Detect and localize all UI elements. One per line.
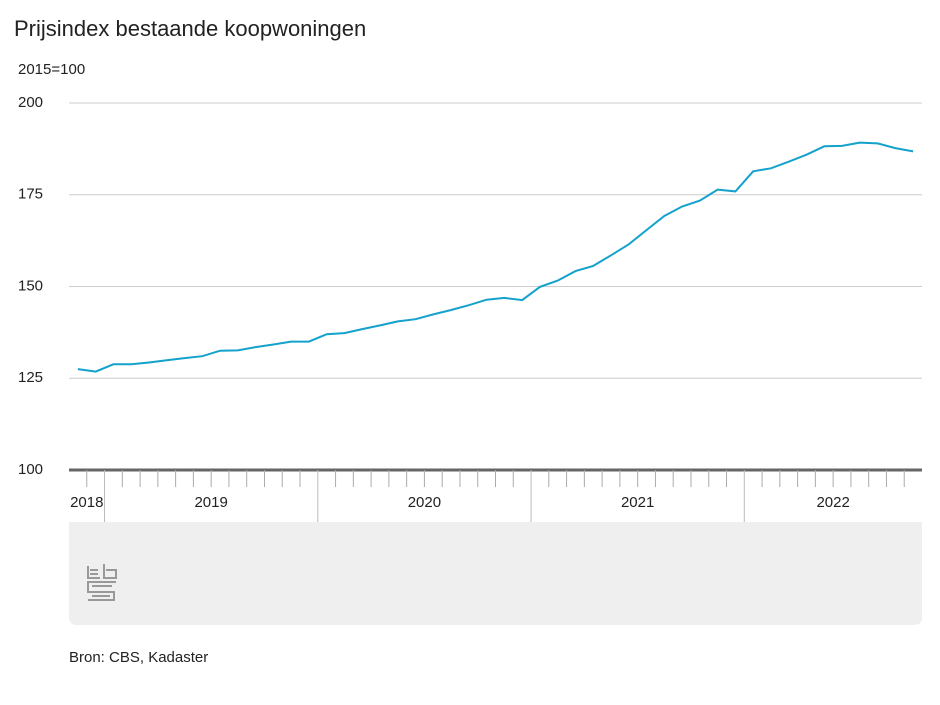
y-tick-label: 125 — [18, 369, 43, 386]
subtitle: 2015=100 — [18, 61, 85, 78]
x-group-label: 2022 — [816, 494, 849, 511]
cbs-logo — [87, 564, 117, 601]
y-tick-label: 100 — [18, 461, 43, 478]
chart-title: Prijsindex bestaande koopwoningen — [14, 16, 366, 41]
line — [77, 141, 914, 373]
x-group-label: 2018 — [70, 494, 103, 511]
y-tick-label: 175 — [18, 186, 43, 203]
x-group-label: 2021 — [621, 494, 654, 511]
x-group-label: 2020 — [408, 494, 441, 511]
source: Bron: CBS, Kadaster — [69, 649, 208, 666]
axis-panel — [69, 522, 922, 625]
x-group-label: 2019 — [194, 494, 227, 511]
y-tick-label: 200 — [18, 94, 43, 111]
y-tick-label: 150 — [18, 277, 43, 294]
